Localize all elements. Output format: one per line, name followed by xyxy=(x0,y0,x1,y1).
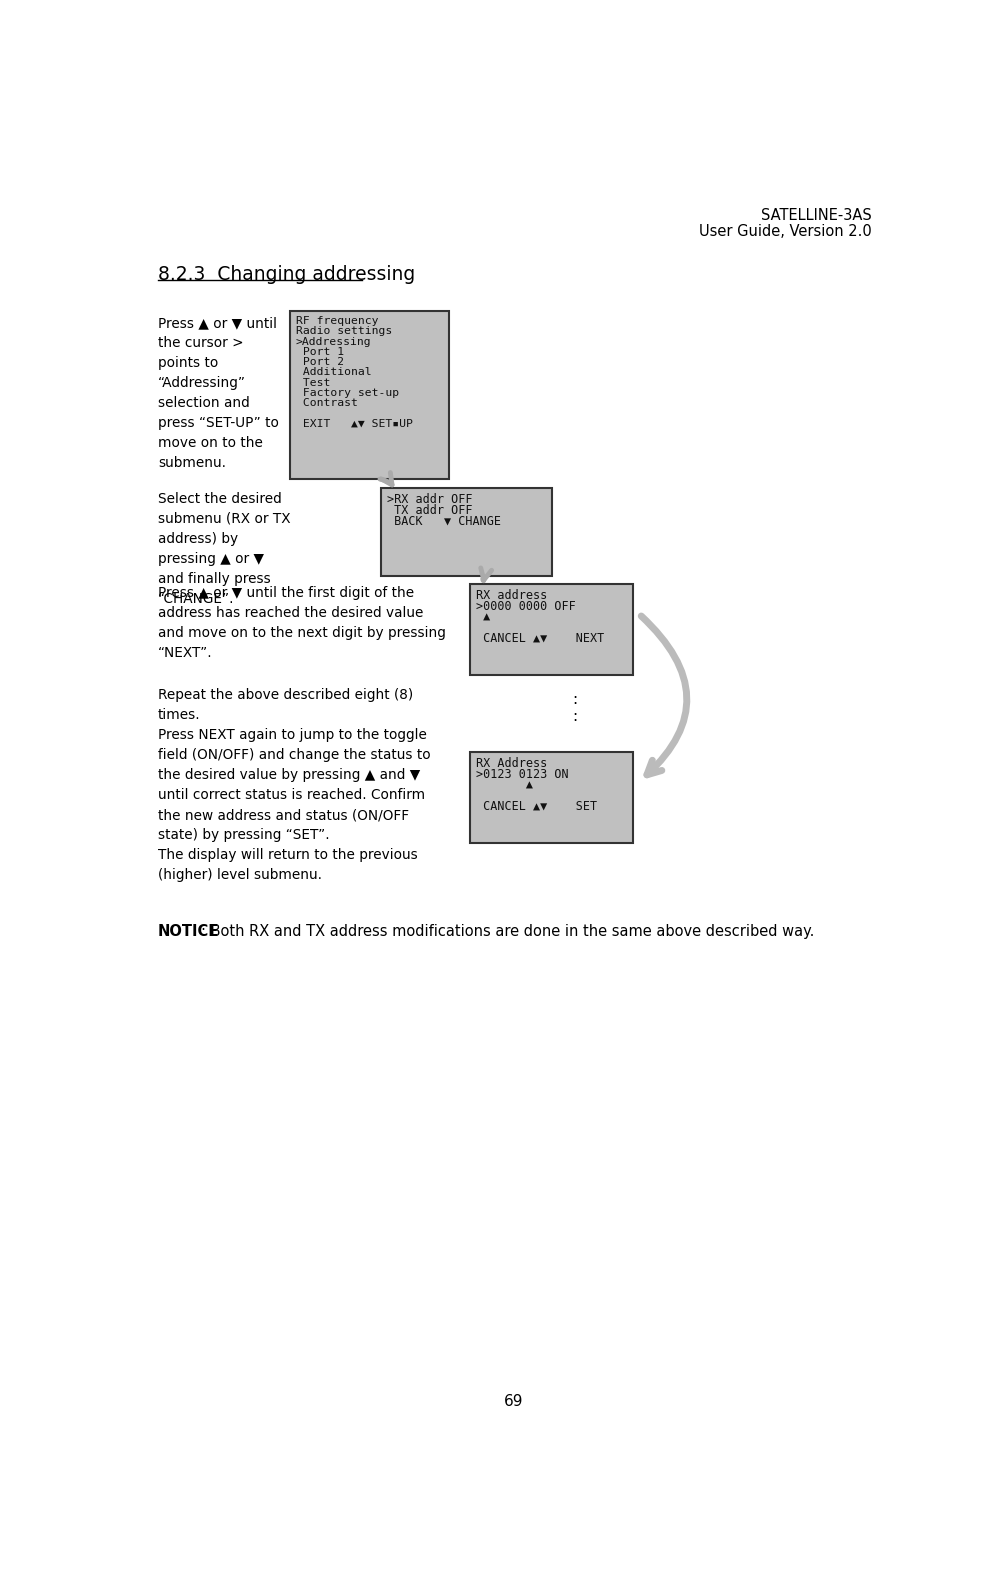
Text: RX Address: RX Address xyxy=(475,758,546,770)
Text: Port 1: Port 1 xyxy=(296,346,344,357)
Text: ▲: ▲ xyxy=(475,611,489,624)
Text: Factory set-up: Factory set-up xyxy=(296,388,399,397)
Text: Radio settings: Radio settings xyxy=(296,327,392,337)
Text: RX address: RX address xyxy=(475,590,546,603)
Text: >0123 0123 ON: >0123 0123 ON xyxy=(475,767,568,782)
Text: TX addr OFF: TX addr OFF xyxy=(386,504,472,517)
Text: :: : xyxy=(572,692,577,707)
FancyBboxPatch shape xyxy=(381,488,551,576)
Text: SATELLINE-3AS: SATELLINE-3AS xyxy=(761,209,871,223)
Text: :: : xyxy=(572,708,577,724)
Text: Contrast: Contrast xyxy=(296,399,358,408)
Text: BACK   ▼ CHANGE: BACK ▼ CHANGE xyxy=(386,515,500,528)
Text: RF frequency: RF frequency xyxy=(296,316,378,325)
Text: CANCEL ▲▼    SET: CANCEL ▲▼ SET xyxy=(475,799,596,813)
Text: EXIT   ▲▼ SET▪UP: EXIT ▲▼ SET▪UP xyxy=(296,418,413,429)
Text: NOTICE: NOTICE xyxy=(157,924,219,939)
Text: Additional: Additional xyxy=(296,367,371,378)
Text: Select the desired
submenu (RX or TX
address) by
pressing ▲ or ▼
and finally pre: Select the desired submenu (RX or TX add… xyxy=(157,491,291,606)
Text: ▲: ▲ xyxy=(475,778,532,791)
Text: 8.2.3  Changing addressing: 8.2.3 Changing addressing xyxy=(157,265,415,284)
Text: Press ▲ or ▼ until
the cursor >
points to
“Addressing”
selection and
press “SET-: Press ▲ or ▼ until the cursor > points t… xyxy=(157,316,279,471)
Text: >0000 0000 OFF: >0000 0000 OFF xyxy=(475,600,575,612)
Text: Port 2: Port 2 xyxy=(296,357,344,367)
FancyBboxPatch shape xyxy=(470,751,632,842)
Text: Repeat the above described eight (8)
times.: Repeat the above described eight (8) tim… xyxy=(157,687,413,723)
Text: >Addressing: >Addressing xyxy=(296,337,371,346)
Text: Press NEXT again to jump to the toggle
field (ON/OFF) and change the status to
t: Press NEXT again to jump to the toggle f… xyxy=(157,727,430,882)
FancyBboxPatch shape xyxy=(470,584,632,675)
Text: User Guide, Version 2.0: User Guide, Version 2.0 xyxy=(698,223,871,239)
Text: Press ▲ or ▼ until the first digit of the
address has reached the desired value
: Press ▲ or ▼ until the first digit of th… xyxy=(157,585,445,660)
Text: CANCEL ▲▼    NEXT: CANCEL ▲▼ NEXT xyxy=(475,632,603,644)
Text: 69: 69 xyxy=(503,1394,523,1408)
Text: >RX addr OFF: >RX addr OFF xyxy=(386,493,472,506)
FancyBboxPatch shape xyxy=(291,311,449,478)
Text: Test: Test xyxy=(296,378,330,388)
Text: : Both RX and TX address modifications are done in the same above described way.: : Both RX and TX address modifications a… xyxy=(201,924,814,939)
